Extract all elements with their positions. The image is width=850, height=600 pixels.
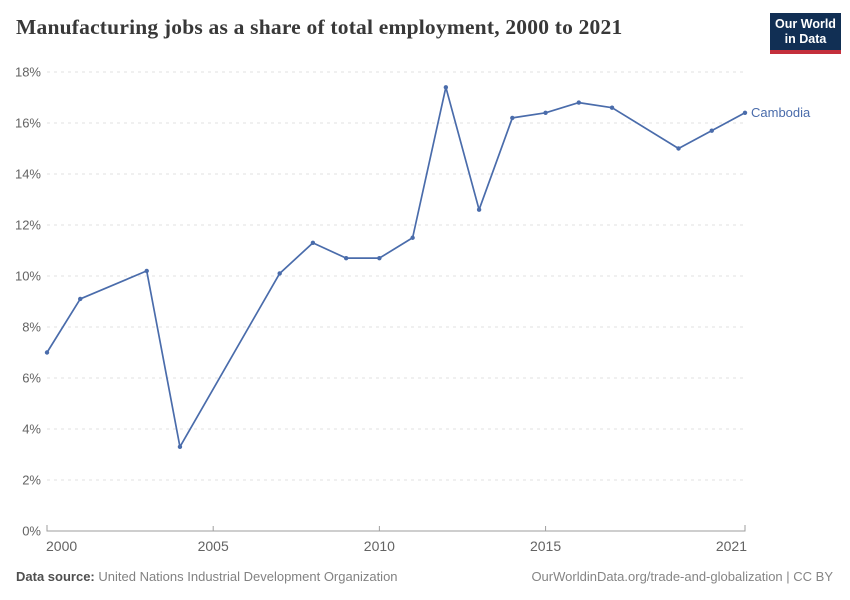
data-point-2016[interactable] [576,100,582,105]
chart-footer: Data source: United Nations Industrial D… [16,569,833,584]
data-point-2001[interactable] [78,296,83,302]
credit-link[interactable]: OurWorldinData.org/trade-and-globalizati… [531,569,833,584]
y-tick-label: 8% [22,320,41,335]
data-point-2013[interactable] [476,207,482,212]
data-point-2004[interactable] [177,444,183,450]
data-point-2009[interactable] [343,255,349,261]
x-axis-line [46,525,746,532]
x-tick-label: 2015 [530,538,561,554]
x-tick-label: 2000 [46,538,77,554]
data-point-2012[interactable] [443,85,449,90]
x-tick-label: 2021 [716,538,747,554]
data-point-2008[interactable] [310,240,316,246]
page-title: Manufacturing jobs as a share of total e… [16,15,623,39]
data-source-label: Data source: [16,569,95,584]
gridlines [47,71,745,481]
owid-logo[interactable]: Our World in Data [770,13,841,54]
series-cambodia[interactable] [44,85,748,450]
data-point-2000[interactable] [44,350,50,355]
data-point-2021[interactable] [742,110,748,116]
data-point-2014[interactable] [510,115,515,121]
series-line-cambodia[interactable] [46,86,746,448]
y-tick-label: 16% [15,116,41,131]
data-point-2007[interactable] [277,271,282,276]
x-axis-labels: 2000 2005 2010 2015 2021 [46,538,747,554]
y-tick-label: 10% [15,269,41,284]
x-tick-label: 2010 [364,538,395,554]
data-point-2015[interactable] [543,110,548,116]
data-point-2011[interactable] [410,235,415,240]
data-source: Data source: United Nations Industrial D… [16,569,398,584]
data-source-value: United Nations Industrial Development Or… [98,569,398,584]
x-axis [46,525,746,532]
y-tick-label: 2% [22,473,41,488]
data-point-2019[interactable] [676,146,681,151]
data-point-2003[interactable] [144,268,149,274]
y-tick-label: 18% [15,65,41,80]
owid-logo-line1: Our World [775,17,836,31]
y-tick-label: 12% [15,218,41,233]
y-tick-label: 14% [15,167,41,182]
y-tick-label: 0% [22,524,41,539]
x-tick-label: 2005 [198,538,229,554]
y-tick-label: 4% [22,422,41,437]
y-tick-label: 6% [22,371,41,386]
owid-logo-line2: in Data [784,32,827,46]
y-axis-labels: 0% 2% 4% 6% 8% 10% 12% 14% 16% 18% [15,65,41,539]
data-point-2010[interactable] [377,255,382,261]
data-point-2017[interactable] [609,105,615,110]
data-point-2020[interactable] [709,128,714,133]
entity-label-cambodia[interactable]: Cambodia [751,104,811,120]
